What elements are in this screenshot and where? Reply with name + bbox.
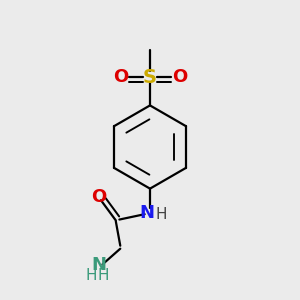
Text: O: O (113, 68, 128, 86)
Text: N: N (140, 204, 154, 222)
Text: H: H (85, 268, 97, 283)
Text: N: N (91, 256, 106, 274)
Text: H: H (97, 268, 109, 283)
Text: S: S (143, 68, 157, 87)
Text: H: H (155, 207, 167, 222)
Text: O: O (91, 188, 106, 206)
Text: O: O (172, 68, 187, 86)
